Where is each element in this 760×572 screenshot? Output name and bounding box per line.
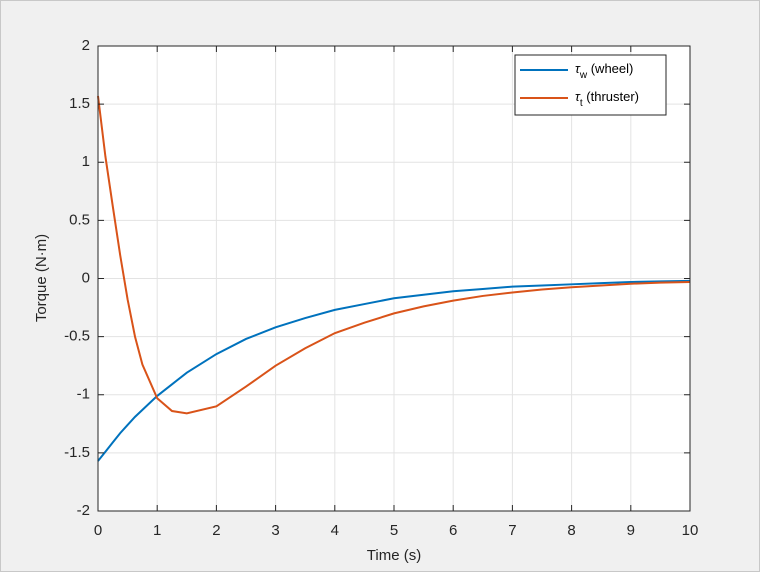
lines <box>97 95 691 462</box>
x-axis-label: Time (s) <box>367 547 421 564</box>
legend-entry: τw (wheel) <box>575 61 633 80</box>
y-tick-label: -1 <box>77 386 90 403</box>
x-tick-label: 5 <box>390 522 398 539</box>
x-tick-label: 4 <box>331 522 339 539</box>
y-tick-label: -1.5 <box>64 444 90 461</box>
series-line <box>97 279 691 462</box>
y-tick-label: 0 <box>82 269 90 286</box>
x-tick-label: 7 <box>508 522 516 539</box>
y-tick-label: -2 <box>77 502 90 519</box>
y-axis-label: Torque (N·m) <box>33 234 50 322</box>
x-tick-label: 3 <box>271 522 279 539</box>
series-line <box>97 95 691 415</box>
x-tick-label: 8 <box>567 522 575 539</box>
legend-box <box>514 54 667 116</box>
y-tick-label: -0.5 <box>64 328 90 345</box>
legend-entry: τt (thruster) <box>575 89 639 108</box>
x-tick-label: 2 <box>212 522 220 539</box>
y-tick-label: 0.5 <box>69 211 90 228</box>
x-tick-label: 0 <box>94 522 102 539</box>
y-tick-label: 1 <box>82 153 90 170</box>
y-tick-label: 2 <box>82 37 90 54</box>
x-tick-label: 10 <box>682 522 699 539</box>
x-tick-label: 6 <box>449 522 457 539</box>
x-tick-label: 9 <box>627 522 635 539</box>
x-tick-label: 1 <box>153 522 161 539</box>
y-tick-label: 1.5 <box>69 95 90 112</box>
